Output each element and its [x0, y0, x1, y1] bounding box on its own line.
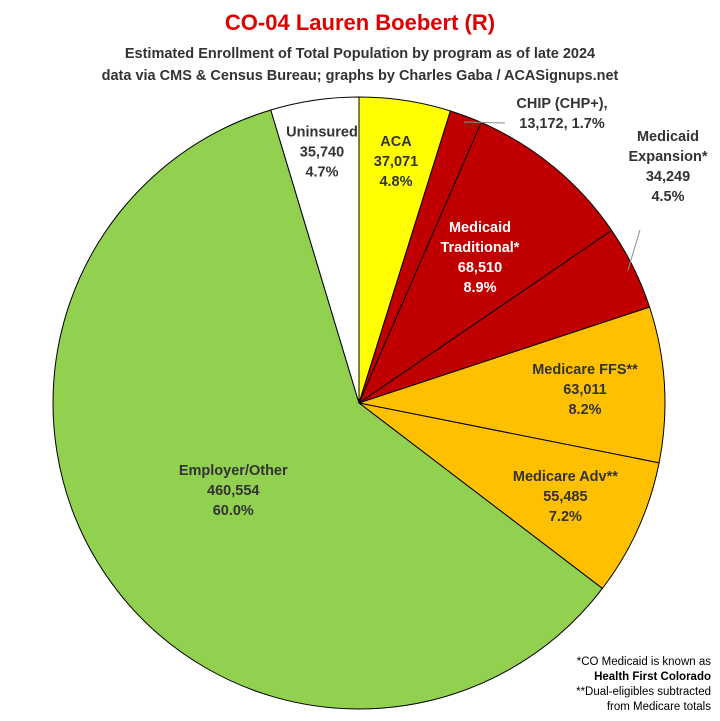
pie-slice-medicaid-traditional: [357, 121, 613, 405]
slice-label-uninsured: 35,740: [300, 145, 344, 161]
slice-label-medicare-adv: 7.2%: [549, 509, 582, 525]
slice-label-employer-other: 460,554: [207, 483, 259, 499]
slice-label-uninsured: Uninsured: [286, 125, 358, 141]
slice-label-employer-other: 60.0%: [213, 503, 254, 519]
slice-label-medicaid-expansion: Expansion*: [629, 149, 708, 165]
leader-lines: [463, 121, 641, 271]
slice-label-medicare-adv: 55,485: [543, 489, 587, 505]
slice-label-chip-chp: CHIP (CHP+),: [516, 96, 607, 112]
slice-label-medicaid-traditional: 8.9%: [463, 280, 496, 296]
slice-label-medicaid-expansion: 34,249: [646, 169, 690, 185]
pie-slice-uninsured: [270, 96, 360, 404]
pie-slices: [52, 96, 666, 710]
slice-label-medicare-ffs: 63,011: [563, 382, 607, 398]
leader-line-medicaid-expansion: [627, 229, 641, 271]
slice-labels: ACA 37,071 4.8% CHIP (CHP+), 13,172, 1.7% Med…: [179, 96, 708, 525]
slice-label-chip-chp: 13,172, 1.7%: [519, 116, 605, 132]
chart-subtitle-line-1: Estimated Enrollment of Total Population…: [125, 46, 595, 62]
slice-label-medicare-ffs: 8.2%: [568, 402, 601, 418]
slice-label-aca: 37,071: [374, 154, 418, 170]
slice-label-medicaid-traditional: Medicaid: [449, 220, 511, 236]
slice-label-medicare-ffs: Medicare FFS**: [532, 362, 638, 378]
footnote-line-1: *CO Medicaid is known as: [577, 656, 711, 668]
slice-label-employer-other: Employer/Other: [179, 463, 288, 479]
slice-label-medicare-adv: Medicare Adv**: [513, 469, 618, 485]
leader-line-chip-chp: [463, 121, 506, 124]
chart-subtitle-line-2: data via CMS & Census Bureau; graphs by …: [102, 68, 619, 84]
pie-slice-employer-other: [52, 109, 604, 710]
pie-slice-medicare-adv: [358, 402, 660, 590]
footnote-line-3: **Dual-eligibles subtracted: [576, 686, 711, 698]
slice-label-medicaid-traditional: Traditional*: [440, 240, 519, 256]
slice-label-medicaid-expansion: Medicaid: [637, 129, 699, 145]
slice-label-aca: ACA: [380, 134, 412, 150]
slice-label-uninsured: 4.7%: [305, 165, 338, 181]
slice-label-medicaid-expansion: 4.5%: [651, 189, 684, 205]
pie-slice-medicare-ffs: [357, 306, 666, 464]
footnote-line-2: Health First Colorado: [594, 671, 711, 683]
chart-title: CO-04 Lauren Boebert (R): [225, 10, 495, 35]
footnotes: *CO Medicaid is known as Health First Co…: [576, 656, 711, 713]
footnote-line-4: from Medicare totals: [607, 701, 711, 713]
slice-label-medicaid-traditional: 68,510: [458, 260, 502, 276]
slice-label-aca: 4.8%: [379, 174, 412, 190]
